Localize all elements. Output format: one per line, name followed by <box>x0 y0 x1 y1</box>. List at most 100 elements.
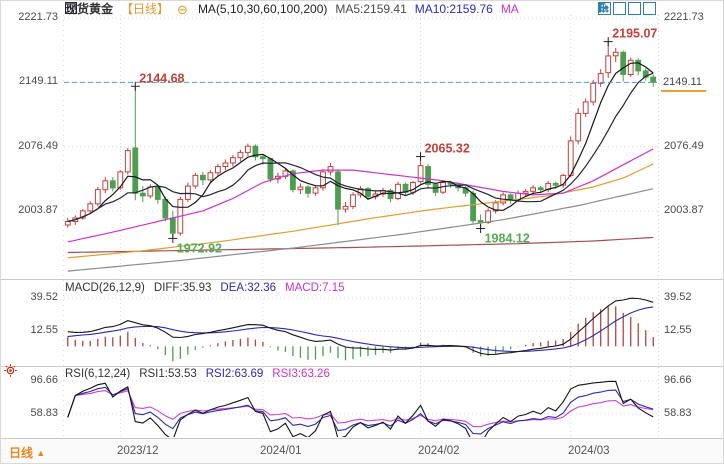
rsi-tick-left: 58.83 <box>30 407 58 419</box>
candle <box>305 186 311 194</box>
period-selector[interactable]: 日线 ▲ <box>9 444 45 461</box>
rsi-tick-right: 96.66 <box>664 374 692 386</box>
candle <box>260 156 266 160</box>
price-tick-right: 2221.73 <box>664 11 704 23</box>
price-annotations: 2144.68 1972.92 2065.32 1984.12 2195.07 <box>130 27 657 255</box>
rsi2-value-label: RSI2:63.69 <box>205 368 264 380</box>
candle <box>395 183 401 200</box>
candle <box>320 171 326 189</box>
candle <box>117 171 124 189</box>
macd-title: MACD(26,12,9) <box>65 282 145 294</box>
collapse-icon[interactable]: ⊖ <box>177 1 188 17</box>
candle <box>612 51 619 57</box>
time-axis-bar: 日线 ▲ 2023/12 2024/01 2024/02 2024/03 <box>1 438 723 463</box>
candle <box>417 165 424 183</box>
candle <box>109 180 116 189</box>
candle <box>192 174 199 187</box>
ma10-line <box>67 72 654 223</box>
candle <box>425 166 432 185</box>
time-axis-label: 2024/02 <box>418 445 460 457</box>
gridlines <box>1 15 723 438</box>
candle <box>522 190 529 194</box>
candle <box>335 171 341 210</box>
period-tag: 【日线】 <box>121 1 170 16</box>
ma5-line <box>67 62 654 223</box>
ma-settings-label: MA(5,10,30,60,100,200) <box>197 1 328 16</box>
candle <box>312 187 319 194</box>
candle <box>64 221 71 226</box>
ma5-value-label: MA5:2159.41 <box>335 1 407 16</box>
chart-header: 现货黄金 【日线】 ⊖ MA(5,10,30,60,100,200) MA5:2… <box>65 2 519 16</box>
candle <box>245 145 251 153</box>
candle <box>515 192 522 200</box>
extreme-price-label: 1972.92 <box>177 241 222 255</box>
ma30-value-label-truncated: MA <box>500 1 519 16</box>
diff-value-label: DIFF:35.93 <box>153 282 212 294</box>
candle <box>477 220 484 223</box>
time-axis-label: 2023/12 <box>117 445 159 457</box>
chart-toolbar <box>598 2 656 15</box>
candle <box>575 112 582 142</box>
ma10-value-label: MA10:2159.76 <box>414 1 493 16</box>
candle <box>537 187 544 191</box>
rsi-plot <box>67 380 654 437</box>
candle <box>342 205 349 210</box>
candle <box>552 182 559 186</box>
candle <box>635 59 642 72</box>
instrument-name: 现货黄金 <box>65 1 114 16</box>
rsi3-value-label: RSI3:63.26 <box>272 368 330 380</box>
indicator-target-icon[interactable] <box>3 363 18 378</box>
ma-overlay-lines <box>67 62 654 272</box>
price-tick-left: 2003.87 <box>18 203 58 216</box>
candle <box>297 186 304 191</box>
rsi-title: RSI(6,12,24) <box>65 368 131 380</box>
candle <box>620 51 627 75</box>
dea-value-label: DEA:32.36 <box>220 282 277 294</box>
candle <box>154 186 161 200</box>
macd-panel-header: MACD(26,12,9) DIFF:35.93 DEA:32.36 MACD:… <box>65 282 344 295</box>
price-tick-left: 2076.49 <box>18 139 58 152</box>
extreme-price-label: 2144.68 <box>139 71 184 85</box>
period-selector-label: 日线 <box>9 446 34 460</box>
rsi1-line <box>67 380 654 437</box>
candle <box>327 166 334 173</box>
candle <box>650 76 657 83</box>
auto-scroll-icon[interactable] <box>600 2 641 15</box>
candle <box>87 203 94 212</box>
axis-scale-icon[interactable] <box>599 2 626 15</box>
candle <box>79 210 86 219</box>
go-to-latest-icon[interactable] <box>599 2 656 15</box>
time-axis-label: 2024/03 <box>568 445 610 457</box>
candle <box>139 192 146 197</box>
current-price-tag: 2149.11 <box>661 76 706 92</box>
candle <box>267 158 274 180</box>
rsi1-value-label: RSI1:53.53 <box>139 368 197 380</box>
candle <box>290 170 296 191</box>
price-tick-left: 2221.73 <box>18 11 58 23</box>
candle <box>530 187 537 192</box>
rsi-tick-left: 96.66 <box>30 374 58 386</box>
rsi2-line <box>67 386 654 435</box>
chevron-up-icon: ▲ <box>36 448 46 458</box>
candle <box>94 189 101 205</box>
candle <box>470 192 477 222</box>
macd-tick-left: 12.55 <box>30 323 58 336</box>
candle <box>237 151 244 159</box>
candle <box>387 190 394 199</box>
price-tick-right: 2003.87 <box>664 203 704 216</box>
candle <box>350 194 356 207</box>
candle <box>485 210 492 223</box>
candle <box>627 59 634 75</box>
candle <box>252 145 259 158</box>
candle <box>590 82 597 103</box>
candle <box>492 202 499 212</box>
extreme-price-label: 2195.07 <box>612 27 657 41</box>
candle <box>215 166 221 174</box>
time-axis-label: 2024/01 <box>260 445 302 457</box>
macd-tick-left: 39.52 <box>30 291 58 303</box>
candle <box>582 101 589 114</box>
price-tick-left: 2149.11 <box>19 75 58 88</box>
candle <box>132 147 139 194</box>
